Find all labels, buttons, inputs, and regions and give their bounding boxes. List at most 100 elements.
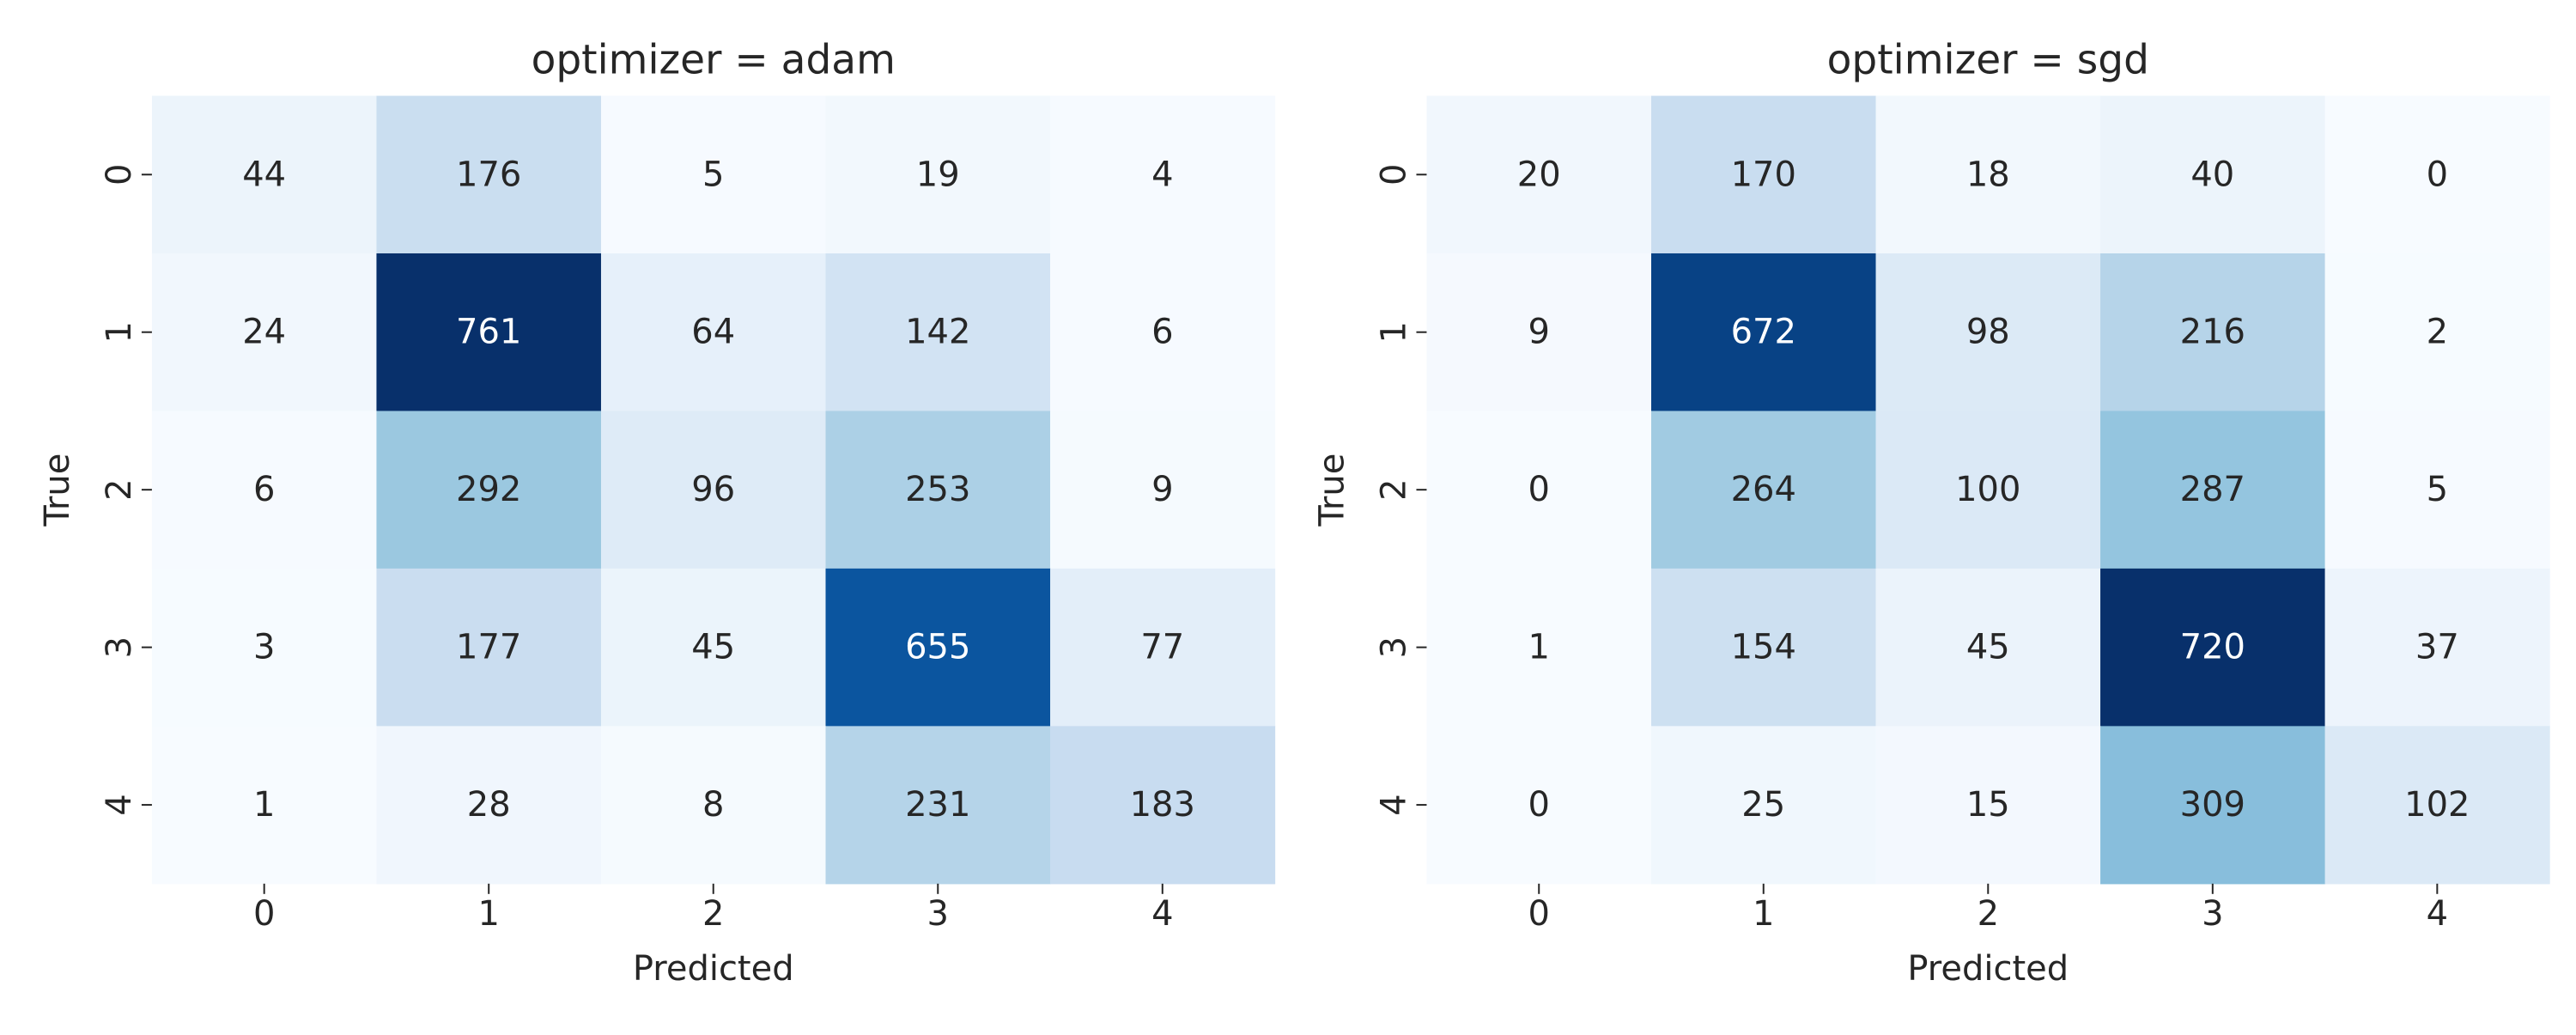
heatmap-cell bbox=[1651, 253, 1877, 412]
heatmap-cell bbox=[1651, 568, 1877, 727]
cell-value-label: 183 bbox=[1130, 785, 1195, 825]
y-axis-label: True bbox=[1312, 454, 1352, 527]
x-tick-label: 0 bbox=[1528, 894, 1550, 934]
cell-value-label: 37 bbox=[2415, 628, 2459, 667]
y-tick-label: 2 bbox=[1374, 478, 1413, 500]
heatmap-cell bbox=[2100, 726, 2326, 885]
x-axis-label: Predicted bbox=[1907, 949, 2069, 989]
cell-value-label: 292 bbox=[456, 470, 521, 509]
heatmap-cell bbox=[1426, 253, 1652, 412]
cell-value-label: 45 bbox=[691, 628, 735, 667]
heatmap-panel-0: 44 176 5 19 424 761 64 142 66 292 96 253 93 177 45 655 7… bbox=[38, 37, 1276, 989]
heatmap-cell bbox=[2324, 95, 2550, 254]
cell-value-label: 64 bbox=[691, 313, 735, 352]
y-tick-label: 2 bbox=[100, 478, 139, 500]
cell-value-label: 15 bbox=[1966, 785, 2010, 825]
y-tick-label: 0 bbox=[100, 164, 139, 186]
cell-value-label: 96 bbox=[691, 470, 735, 509]
heatmap-panel-1: 20 170 18 40 09 672 98 216 20 264 100 287 51 154 45 720… bbox=[1312, 37, 2550, 989]
cell-value-label: 0 bbox=[1528, 785, 1550, 825]
heatmap-cell bbox=[151, 95, 378, 254]
cell-value-label: 18 bbox=[1966, 155, 2010, 194]
cell-value-label: 5 bbox=[2427, 470, 2448, 509]
heatmap-cell bbox=[825, 95, 1051, 254]
cell-value-label: 28 bbox=[467, 785, 511, 825]
cell-value-label: 177 bbox=[456, 628, 521, 667]
cell-value-label: 0 bbox=[1528, 470, 1550, 509]
cell-value-label: 44 bbox=[242, 155, 286, 194]
heatmap-cell bbox=[1875, 95, 2101, 254]
cell-value-label: 154 bbox=[1731, 628, 1796, 667]
cell-value-label: 253 bbox=[905, 470, 970, 509]
y-tick-label: 1 bbox=[1374, 321, 1413, 343]
cell-value-label: 19 bbox=[916, 155, 960, 194]
heatmap-cell bbox=[600, 95, 827, 254]
y-tick-label: 0 bbox=[1374, 164, 1413, 186]
heatmap-cell bbox=[1050, 726, 1276, 885]
x-tick-label: 4 bbox=[1151, 894, 1173, 934]
x-tick-label: 4 bbox=[2427, 894, 2448, 934]
heatmap-cell bbox=[2100, 568, 2326, 727]
cell-value-label: 264 bbox=[1731, 470, 1796, 509]
cell-value-label: 4 bbox=[1151, 155, 1173, 194]
heatmap-cell bbox=[1050, 95, 1276, 254]
cell-value-label: 287 bbox=[2180, 470, 2245, 509]
cell-value-label: 142 bbox=[905, 313, 970, 352]
heatmap-cell bbox=[2100, 411, 2326, 569]
heatmap-cell bbox=[825, 568, 1051, 727]
cell-value-label: 720 bbox=[2180, 628, 2245, 667]
y-tick-label: 4 bbox=[100, 794, 139, 815]
cell-value-label: 98 bbox=[1966, 313, 2010, 352]
heatmap-cell bbox=[1651, 411, 1877, 569]
heatmap-cell bbox=[1875, 411, 2101, 569]
panel-title: optimizer = sgd bbox=[1827, 37, 2149, 84]
heatmap-cell bbox=[1426, 95, 1652, 254]
cell-value-label: 176 bbox=[456, 155, 521, 194]
heatmap-cell bbox=[151, 253, 378, 412]
y-tick-label: 4 bbox=[1374, 794, 1413, 815]
heatmap-cell bbox=[600, 568, 827, 727]
heatmap-cell bbox=[376, 568, 602, 727]
heatmap-cell bbox=[1050, 411, 1276, 569]
cell-value-label: 102 bbox=[2404, 785, 2470, 825]
x-tick-label: 1 bbox=[477, 894, 499, 934]
heatmap-cell bbox=[2324, 253, 2550, 412]
heatmap-cell bbox=[2100, 253, 2326, 412]
heatmap-cell bbox=[1426, 411, 1652, 569]
cell-value-label: 9 bbox=[1528, 313, 1550, 352]
cell-value-label: 20 bbox=[1517, 155, 1561, 194]
cell-value-label: 2 bbox=[2427, 313, 2448, 352]
heatmap-cell bbox=[2324, 726, 2550, 885]
cell-value-label: 45 bbox=[1966, 628, 2010, 667]
heatmap-cell bbox=[600, 253, 827, 412]
heatmap-cell bbox=[1651, 95, 1877, 254]
cell-value-label: 1 bbox=[1528, 628, 1550, 667]
x-tick-label: 3 bbox=[2202, 894, 2223, 934]
cell-value-label: 6 bbox=[253, 470, 275, 509]
cell-value-label: 761 bbox=[456, 313, 521, 352]
cell-value-label: 1 bbox=[253, 785, 275, 825]
cell-value-label: 25 bbox=[1741, 785, 1785, 825]
heatmap-cell bbox=[1651, 726, 1877, 885]
heatmap-cell bbox=[600, 726, 827, 885]
cell-value-label: 216 bbox=[2180, 313, 2245, 352]
heatmap-cell bbox=[2324, 411, 2550, 569]
y-tick-label: 1 bbox=[100, 321, 139, 343]
y-tick-label: 3 bbox=[1374, 636, 1413, 658]
panel-title: optimizer = adam bbox=[532, 37, 896, 84]
heatmap-cell bbox=[1875, 253, 2101, 412]
heatmap-cell bbox=[151, 726, 378, 885]
heatmap-cell bbox=[2100, 95, 2326, 254]
heatmap-cell bbox=[151, 568, 378, 727]
cell-value-label: 8 bbox=[702, 785, 724, 825]
heatmap-cell bbox=[151, 411, 378, 569]
heatmap-cell bbox=[1050, 568, 1276, 727]
cell-value-label: 24 bbox=[242, 313, 286, 352]
cell-value-label: 0 bbox=[2427, 155, 2448, 194]
heatmap-cell bbox=[376, 253, 602, 412]
heatmap-cell bbox=[825, 726, 1051, 885]
cell-value-label: 6 bbox=[1151, 313, 1173, 352]
x-axis-label: Predicted bbox=[633, 949, 794, 989]
cell-value-label: 9 bbox=[1151, 470, 1173, 509]
